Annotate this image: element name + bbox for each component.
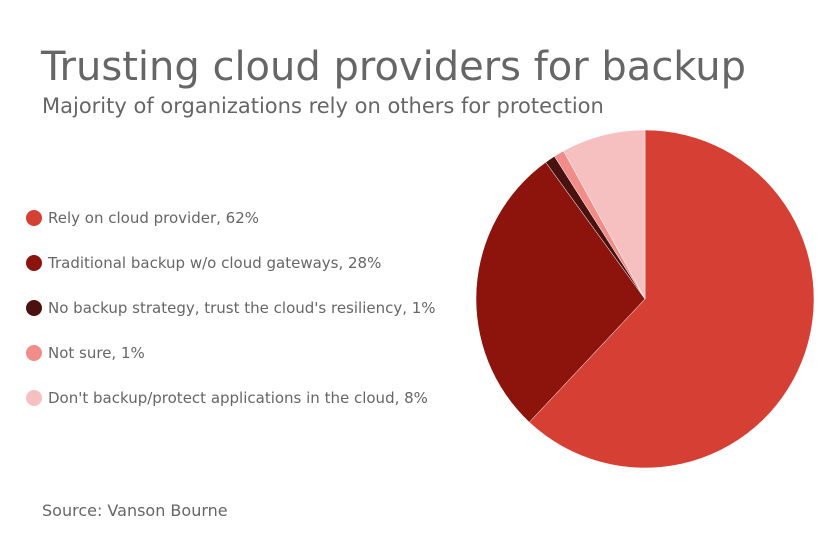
- legend-item: Not sure, 1%: [26, 330, 476, 375]
- pie-slice-0: [528, 129, 815, 469]
- chart-subtitle: Majority of organizations rely on others…: [42, 94, 604, 118]
- pie-slice-1: [475, 161, 646, 423]
- legend-label: Rely on cloud provider, 62%: [48, 208, 260, 227]
- pie-slice-4: [563, 129, 646, 300]
- legend-swatch: [26, 299, 42, 316]
- legend-item: Don't backup/protect applications in the…: [26, 375, 476, 420]
- legend-item: Rely on cloud provider, 62%: [26, 195, 476, 240]
- legend-label: Not sure, 1%: [48, 343, 145, 362]
- legend-label: No backup strategy, trust the cloud's re…: [48, 298, 436, 317]
- legend-swatch: [26, 209, 42, 226]
- chart-title: Trusting cloud providers for backup: [41, 44, 746, 90]
- legend-item: Traditional backup w/o cloud gateways, 2…: [26, 240, 476, 285]
- legend-label: Don't backup/protect applications in the…: [48, 388, 428, 407]
- legend-label: Traditional backup w/o cloud gateways, 2…: [48, 253, 382, 272]
- pie-chart: [475, 129, 815, 469]
- legend-item: No backup strategy, trust the cloud's re…: [26, 285, 476, 330]
- source-note: Source: Vanson Bourne: [42, 501, 228, 520]
- legend-swatch: [26, 389, 42, 406]
- legend: Rely on cloud provider, 62% Traditional …: [26, 195, 476, 420]
- legend-swatch: [26, 254, 42, 271]
- legend-swatch: [26, 344, 42, 361]
